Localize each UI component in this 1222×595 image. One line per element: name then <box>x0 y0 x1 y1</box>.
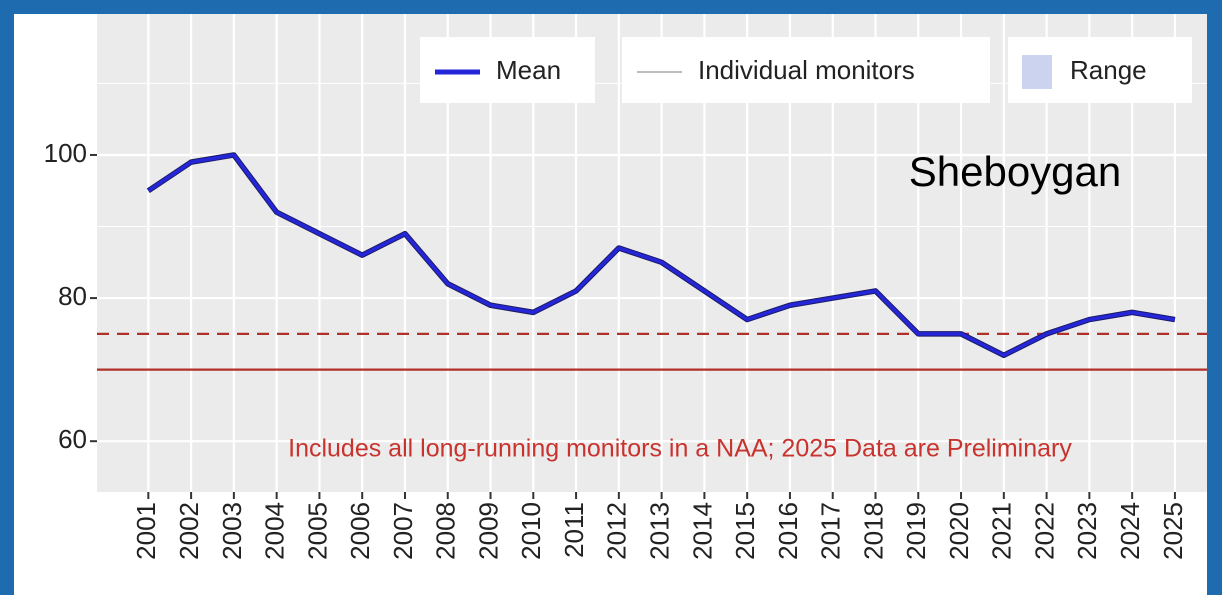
x-tick-label: 2024 <box>1115 502 1145 560</box>
x-tick-label: 2022 <box>1029 502 1059 560</box>
x-tick-label: 2007 <box>388 502 418 560</box>
x-tick-label: 2015 <box>730 502 760 560</box>
x-tick-label: 2020 <box>944 502 974 560</box>
x-tick-label: 2005 <box>302 502 332 560</box>
x-tick-label: 2012 <box>602 502 632 560</box>
x-tick-label: 2003 <box>217 502 247 560</box>
x-tick-label: 2009 <box>473 502 503 560</box>
marks <box>97 152 1207 371</box>
legend-key <box>1022 55 1052 89</box>
legend-label: Mean <box>496 55 561 85</box>
legend-label: Range <box>1070 55 1147 85</box>
note: Includes all long-running monitors in a … <box>288 435 1072 463</box>
y-tick-label: 80 <box>58 281 87 311</box>
legend-box <box>622 37 990 103</box>
y-tick-label: 60 <box>58 424 87 454</box>
y-tick-label: 100 <box>44 138 87 168</box>
x-tick-label: 2002 <box>174 502 204 560</box>
x-tick-label: 2001 <box>131 502 161 560</box>
x-tick-label: 2014 <box>687 502 717 560</box>
x-tick-label: 2016 <box>773 502 803 560</box>
x-tick-label: 2006 <box>345 502 375 560</box>
x-tick-label: 2019 <box>901 502 931 560</box>
x-tick-label: 2008 <box>431 502 461 560</box>
x-tick-label: 2023 <box>1072 502 1102 560</box>
x-tick-label: 2025 <box>1158 502 1188 560</box>
x-tick-label: 2018 <box>858 502 888 560</box>
annotation: Sheboygan <box>909 148 1122 195</box>
x-tick-label: 2021 <box>987 502 1017 560</box>
x-tick-label: 2010 <box>516 502 546 560</box>
x-tick-label: 2011 <box>559 502 589 558</box>
legend-label: Individual monitors <box>698 55 915 85</box>
x-tick-label: 2013 <box>644 502 674 560</box>
x-tick-label: 2004 <box>260 502 290 560</box>
legend: Mean Individual monitors Range <box>420 37 1192 103</box>
series-line <box>147 153 1176 358</box>
x-tick-label: 2017 <box>816 502 846 560</box>
